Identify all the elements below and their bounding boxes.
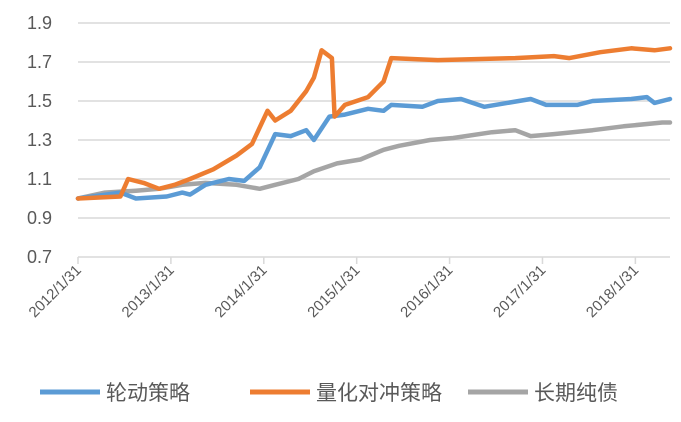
y-tick-label: 1.5 <box>27 91 52 111</box>
x-tick-label: 2017/1/31 <box>490 262 549 321</box>
series-line-2 <box>75 120 673 201</box>
legend-label: 量化对冲策略 <box>316 382 442 405</box>
y-tick-label: 0.9 <box>27 208 52 228</box>
x-axis: 2012/1/31 2013/1/31 2014/1/31 2015/1/31 2016… <box>26 256 670 321</box>
series-lines <box>75 46 673 201</box>
legend-item: 量化对冲策略 <box>250 382 442 405</box>
y-axis: 0.7 0.9 1.1 1.3 1.5 1.7 1.9 <box>27 13 52 267</box>
y-tick-label: 1.1 <box>27 169 52 189</box>
y-tick-label: 1.7 <box>27 52 52 72</box>
x-tick-label: 2012/1/31 <box>26 262 85 321</box>
legend-label: 轮动策略 <box>106 382 190 405</box>
y-tick-label: 1.3 <box>27 130 52 150</box>
legend-label: 长期纯债 <box>534 382 618 405</box>
x-tick-label: 2015/1/31 <box>304 262 363 321</box>
legend-item: 长期纯债 <box>468 382 618 405</box>
x-tick-label: 2014/1/31 <box>211 262 270 321</box>
gridlines <box>78 22 670 219</box>
y-tick-label: 1.9 <box>27 13 52 33</box>
legend-item: 轮动策略 <box>40 382 190 405</box>
x-tick-label: 2018/1/31 <box>583 262 642 321</box>
series-line-1 <box>75 46 673 201</box>
x-tick-label: 2016/1/31 <box>397 262 456 321</box>
y-tick-label: 0.7 <box>27 247 52 267</box>
legend: 轮动策略 量化对冲策略 长期纯债 <box>40 382 618 405</box>
series-line-0 <box>75 94 673 201</box>
x-tick-label: 2013/1/31 <box>119 262 178 321</box>
